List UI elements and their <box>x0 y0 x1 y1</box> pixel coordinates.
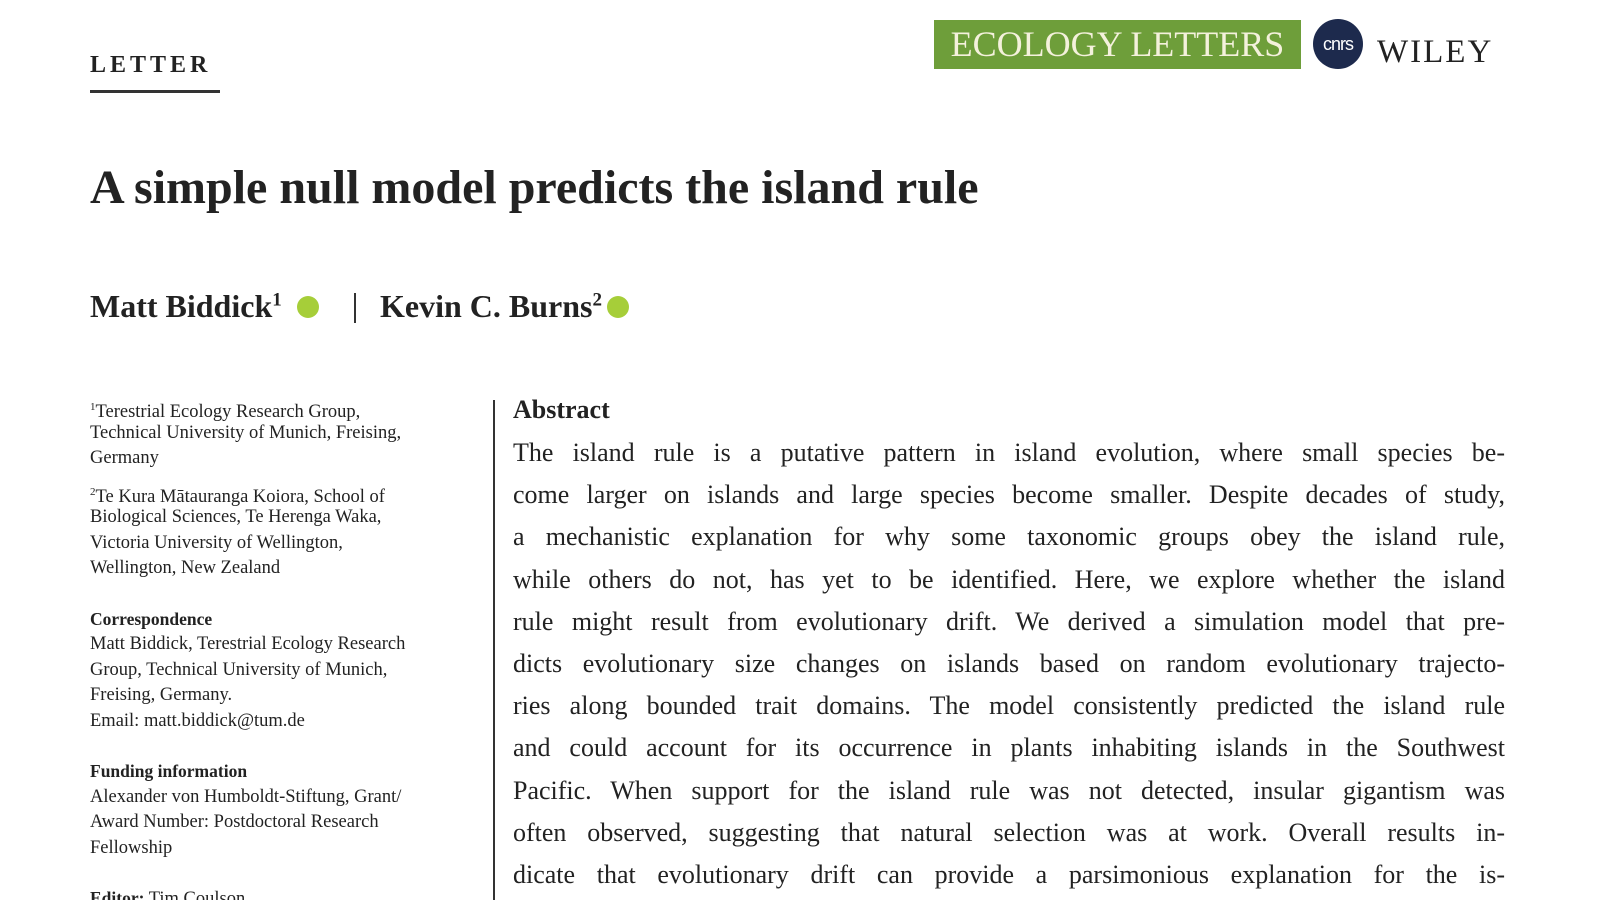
sidebar-line: Alexander von Humboldt-Stiftung, Grant/ <box>90 785 401 809</box>
abstract-line: and could account for its occurrence in … <box>513 733 1505 763</box>
section-label: LETTER <box>90 52 212 78</box>
abstract-line: a mechanistic explanation for why some t… <box>513 522 1505 552</box>
sidebar-line: Award Number: Postdoctoral Research <box>90 810 379 834</box>
affiliation-line-text: Terestrial Ecology Research Group, <box>95 402 361 423</box>
sidebar-line-text: Freising, Germany. <box>90 685 233 705</box>
affiliation-line-text: Biological Sciences, Te Herenga Waka, <box>90 507 382 527</box>
editor-name: Tim Coulson <box>148 889 246 900</box>
sidebar-heading-text: Funding information <box>90 761 248 781</box>
affiliation-mark: 1 <box>90 401 96 413</box>
affiliation-line: Biological Sciences, Te Herenga Waka, <box>90 505 381 529</box>
orcid-icon <box>607 296 629 318</box>
affiliation-line: 2Te Kura Mātauranga Koiora, School of <box>90 480 385 509</box>
affiliation-line: 1Terestrial Ecology Research Group, <box>90 395 360 424</box>
affiliation-line: Technical University of Munich, Freising… <box>90 421 401 445</box>
affiliation-line-text: Te Kura Mātauranga Koiora, School of <box>95 486 385 507</box>
author-name: Kevin C. Burns <box>380 288 593 324</box>
abstract-line: ries along bounded trait domains. The mo… <box>513 691 1505 721</box>
sidebar-heading-text: Correspondence <box>90 608 213 629</box>
section-underline <box>90 90 220 93</box>
editor: Editor: Tim Coulson <box>90 886 245 900</box>
author-name: Matt Biddick <box>90 288 273 324</box>
article-title: A simple null model predicts the island … <box>90 161 979 214</box>
editor-label: Editor: <box>90 888 145 900</box>
abstract-line: rule might result from evolutionary drif… <box>513 606 1505 636</box>
affiliation-mark: 2 <box>90 485 96 498</box>
abstract-line: come larger on islands and large species… <box>513 480 1505 510</box>
sidebar-line-text: Fellowship <box>90 837 173 858</box>
author: Matt Biddick1 <box>90 288 282 325</box>
sidebar-line: Group, Technical University of Munich, <box>90 658 387 682</box>
sidebar-heading: Correspondence <box>90 607 212 631</box>
partner-name: cnrs <box>1322 34 1354 54</box>
affiliation-line-text: Technical University of Munich, Freising… <box>90 422 402 443</box>
affiliation-line-text: Wellington, New Zealand <box>90 558 281 578</box>
sidebar-line-text: Group, Technical University of Munich, <box>90 659 388 680</box>
publisher-name: WILEY <box>1377 34 1494 70</box>
abstract-line: The island rule is a putative pattern in… <box>513 438 1505 467</box>
affiliation-line: Wellington, New Zealand <box>90 556 280 580</box>
affiliation-line-text: Victoria University of Wellington, <box>90 532 343 553</box>
affiliation-line-text: Germany <box>90 448 159 468</box>
sidebar-line-text: Email: matt.biddick@tum.de <box>90 710 305 731</box>
sidebar-line: Matt Biddick, Terestrial Ecology Researc… <box>90 632 405 656</box>
sidebar-line-text: Alexander von Humboldt-Stiftung, Grant/ <box>90 786 402 807</box>
sidebar-heading: Funding information <box>90 759 247 783</box>
abstract-line: dicate that evolutionary drift can provi… <box>513 860 1505 889</box>
author-affiliation: 2 <box>592 289 602 311</box>
abstract-heading: Abstract <box>513 395 610 424</box>
sidebar-line: Freising, Germany. <box>90 683 232 707</box>
affiliation-line: Germany <box>90 446 159 470</box>
sidebar-line: Email: matt.biddick@tum.de <box>90 709 305 733</box>
partner-logo <box>1313 19 1363 69</box>
author: Kevin C. Burns2 <box>380 288 602 325</box>
sidebar-line-text: Matt Biddick, Terestrial Ecology Researc… <box>90 634 406 654</box>
abstract-line: while others do not, has yet to be ident… <box>513 564 1505 594</box>
abstract-line: Pacific. When support for the island rul… <box>513 775 1505 805</box>
affiliation-line: Victoria University of Wellington, <box>90 531 343 555</box>
column-rule <box>493 400 495 900</box>
orcid-icon <box>297 296 319 318</box>
sidebar-line-text: Award Number: Postdoctoral Research <box>90 812 379 832</box>
author-affiliation: 1 <box>272 289 282 311</box>
abstract-line: often observed, suggesting that natural … <box>513 817 1505 847</box>
author-separator <box>354 293 356 323</box>
abstract-line: dicts evolutionary size changes on islan… <box>513 649 1505 678</box>
journal-banner <box>934 20 1301 69</box>
journal-name: ECOLOGY LETTERS <box>950 24 1285 64</box>
sidebar-line: Fellowship <box>90 836 172 860</box>
